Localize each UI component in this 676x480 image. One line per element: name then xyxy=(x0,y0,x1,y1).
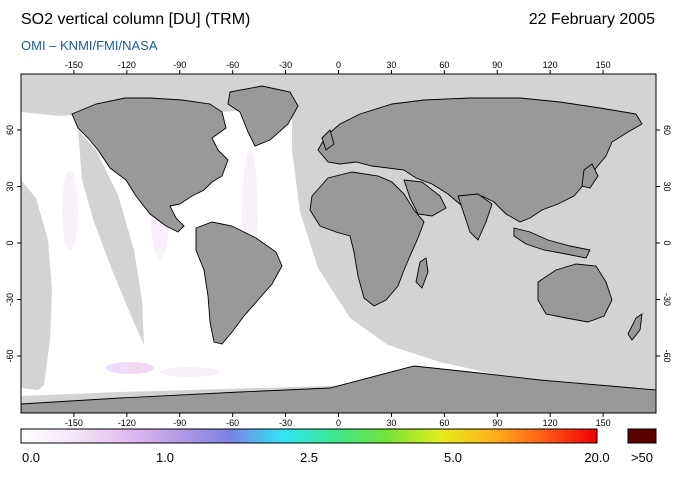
lat-label-right: 30 xyxy=(662,181,672,191)
land-north-america xyxy=(71,97,229,233)
no-data-swath-west xyxy=(78,130,144,345)
lon-label-top: -60 xyxy=(226,60,239,70)
land-africa xyxy=(309,171,425,307)
lon-label-top: -90 xyxy=(173,60,186,70)
land-antarctica xyxy=(21,365,656,413)
lat-label-right: -30 xyxy=(662,293,672,306)
colorbar-label: 20.0 xyxy=(584,450,610,465)
lon-label-bottom: 120 xyxy=(543,418,558,428)
lon-label-bottom: -90 xyxy=(173,418,186,428)
land-madagascar xyxy=(415,257,429,289)
lon-ticks-top: -150 -120 -90 -60 -30 0 30 60 90 120 150 xyxy=(65,60,611,74)
lat-ticks-left: 60 30 0 -30 -60 xyxy=(5,125,21,363)
lon-label-bottom: -60 xyxy=(226,418,239,428)
lon-label-top: 120 xyxy=(543,60,558,70)
lat-ticks-right: 60 30 0 -30 -60 xyxy=(656,125,672,363)
lon-label-bottom: 150 xyxy=(596,418,611,428)
lon-label-top: 90 xyxy=(492,60,502,70)
land-greenland xyxy=(227,85,299,147)
map-credit: OMI – KNMI/FMI/NASA xyxy=(21,38,158,53)
lon-label-bottom: 30 xyxy=(386,418,396,428)
lon-label-top: -30 xyxy=(279,60,292,70)
lon-label-top: -150 xyxy=(65,60,83,70)
land-japan xyxy=(581,163,599,189)
land-masses xyxy=(21,85,656,413)
lat-label-left: -60 xyxy=(5,349,15,362)
lon-label-top: 0 xyxy=(336,60,341,70)
colorbar-label: 0.0 xyxy=(21,450,41,465)
land-arabia xyxy=(403,179,447,217)
lon-label-bottom: 90 xyxy=(492,418,502,428)
land-new-zealand xyxy=(627,313,643,341)
lon-label-bottom: 60 xyxy=(439,418,449,428)
map-title: SO2 vertical column [DU] (TRM) xyxy=(21,11,251,28)
lon-ticks-bottom: -150 -120 -90 -60 -30 0 30 60 90 120 150 xyxy=(65,413,611,428)
lon-label-bottom: -30 xyxy=(279,418,292,428)
lon-label-bottom: -120 xyxy=(118,418,136,428)
land-eurasia xyxy=(317,97,643,223)
lat-label-right: 60 xyxy=(662,125,672,135)
lon-label-bottom: 0 xyxy=(336,418,341,428)
land-south-america xyxy=(195,221,283,345)
colorbar-label: 5.0 xyxy=(443,450,463,465)
land-australia xyxy=(537,263,613,323)
colorbar-overflow-label: >50 xyxy=(630,450,654,465)
colorbar xyxy=(20,428,598,444)
land-uk xyxy=(321,129,335,151)
land-india xyxy=(457,193,493,241)
lat-label-left: 60 xyxy=(5,125,15,135)
lat-label-right: -60 xyxy=(662,349,672,362)
no-data-swath-far-west xyxy=(21,180,52,390)
colorbar-label: 2.5 xyxy=(299,450,319,465)
lon-label-bottom: -150 xyxy=(65,418,83,428)
lat-label-left: 30 xyxy=(5,181,15,191)
colorbar-overflow-box xyxy=(627,428,657,444)
lat-label-right: 0 xyxy=(662,240,672,245)
lon-label-top: 150 xyxy=(596,60,611,70)
map-date: 22 February 2005 xyxy=(528,11,655,28)
lon-label-top: -120 xyxy=(118,60,136,70)
lat-label-left: 0 xyxy=(5,240,15,245)
colorbar-label: 1.0 xyxy=(155,450,175,465)
lon-label-top: 30 xyxy=(386,60,396,70)
lon-label-top: 60 xyxy=(439,60,449,70)
land-indonesia xyxy=(513,227,591,259)
lat-label-left: -30 xyxy=(5,293,15,306)
